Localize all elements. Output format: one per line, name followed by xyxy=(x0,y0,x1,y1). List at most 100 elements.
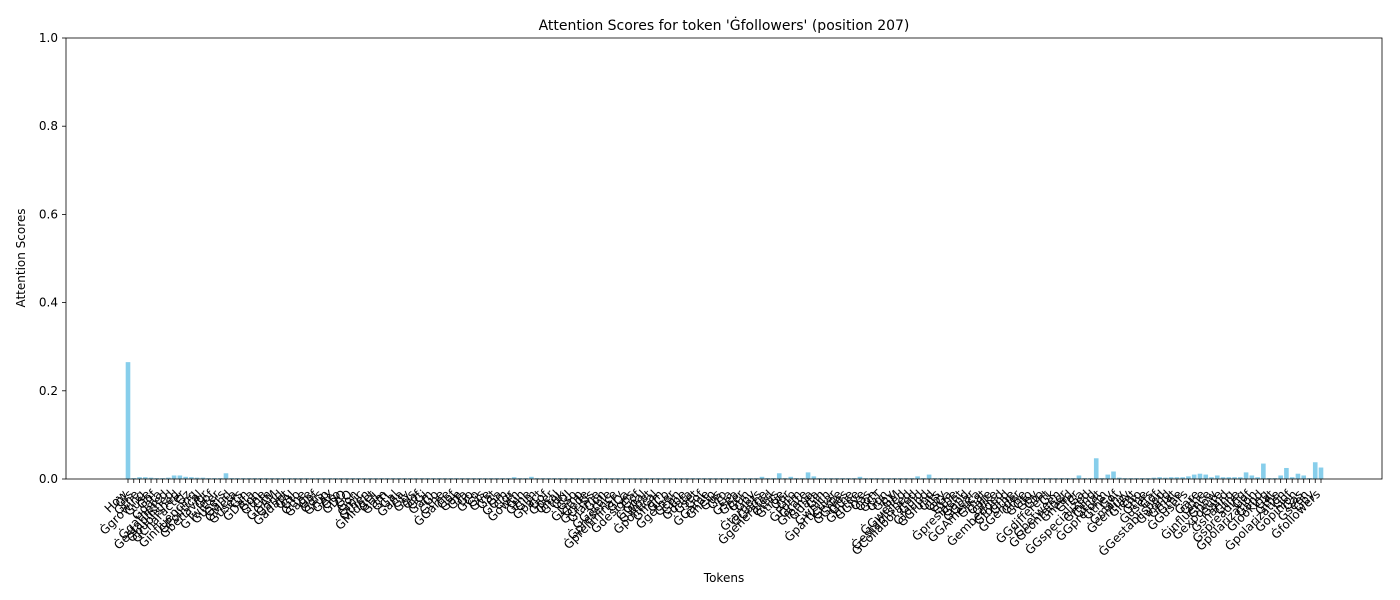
bar xyxy=(1065,478,1070,479)
bar xyxy=(563,478,569,479)
bar xyxy=(828,478,834,479)
bar xyxy=(137,477,142,479)
bar xyxy=(1082,478,1088,479)
bar xyxy=(1099,478,1105,479)
bar xyxy=(1186,476,1191,479)
bar xyxy=(857,476,863,479)
bar xyxy=(546,478,552,479)
bar xyxy=(142,477,148,479)
bar xyxy=(1122,478,1128,479)
bar xyxy=(269,478,275,479)
bar xyxy=(264,478,269,479)
bar xyxy=(725,478,730,479)
y-tick-label: 0.8 xyxy=(39,119,58,133)
bar xyxy=(938,478,943,479)
bar xyxy=(615,478,621,479)
bar xyxy=(782,478,788,479)
bar xyxy=(863,478,869,479)
bar xyxy=(730,478,736,479)
bar xyxy=(540,478,546,479)
bar xyxy=(471,478,477,479)
bar xyxy=(229,478,235,479)
bar xyxy=(702,478,707,479)
bar xyxy=(379,478,384,479)
bar xyxy=(298,478,304,479)
bar xyxy=(1019,478,1024,479)
bar xyxy=(1255,477,1260,479)
bar xyxy=(310,478,315,479)
bar xyxy=(1059,478,1064,479)
bar xyxy=(425,478,430,479)
bar xyxy=(477,478,482,479)
bar xyxy=(483,478,488,479)
bar xyxy=(1238,477,1243,479)
bar xyxy=(794,478,799,479)
bar xyxy=(1180,477,1185,479)
bar xyxy=(1278,475,1283,479)
bar xyxy=(1047,478,1053,479)
bar xyxy=(442,478,448,479)
bar xyxy=(1243,472,1249,479)
bar xyxy=(235,478,240,479)
bar xyxy=(506,478,511,479)
bar xyxy=(1168,477,1174,479)
bar xyxy=(338,478,344,479)
bar xyxy=(805,472,811,479)
bar xyxy=(1134,478,1139,479)
bar xyxy=(125,362,131,479)
bar xyxy=(1116,477,1122,479)
bar xyxy=(402,478,407,479)
bar xyxy=(448,478,454,479)
bar xyxy=(892,478,897,479)
bar xyxy=(678,478,684,479)
bar xyxy=(344,478,350,479)
bar xyxy=(1214,475,1220,479)
bar xyxy=(707,478,713,479)
bar xyxy=(1145,478,1151,479)
bar xyxy=(252,478,258,479)
bar xyxy=(217,478,223,479)
bar xyxy=(644,478,650,479)
bar xyxy=(1312,462,1318,479)
bar xyxy=(557,478,563,479)
bar xyxy=(177,475,183,479)
bar xyxy=(984,478,990,479)
bar xyxy=(621,478,626,479)
plot-frame xyxy=(65,37,1383,480)
bar xyxy=(1128,478,1134,479)
bar xyxy=(367,478,373,479)
bar xyxy=(408,478,413,479)
bar xyxy=(1307,478,1312,479)
bar xyxy=(436,478,442,479)
y-tick-label: 0.0 xyxy=(39,472,58,486)
bar xyxy=(454,478,459,479)
bar xyxy=(1226,477,1232,479)
bar xyxy=(961,478,966,479)
bar xyxy=(1209,477,1214,479)
bar xyxy=(333,478,338,479)
bar xyxy=(212,478,217,479)
bar xyxy=(609,478,615,479)
bar xyxy=(1272,478,1278,479)
bar xyxy=(598,478,603,479)
bar xyxy=(823,478,828,479)
bar xyxy=(955,478,961,479)
bar xyxy=(1140,478,1145,479)
bar xyxy=(742,478,747,479)
bar xyxy=(292,478,298,479)
bar xyxy=(580,478,586,479)
bar xyxy=(1249,475,1255,479)
bar xyxy=(655,478,661,479)
bar xyxy=(431,478,436,479)
bar xyxy=(281,478,286,479)
bar xyxy=(851,478,857,479)
bar xyxy=(713,478,719,479)
y-tick-label: 1.0 xyxy=(39,31,58,45)
bar xyxy=(321,478,327,479)
bar xyxy=(160,478,165,479)
bar xyxy=(1042,478,1047,479)
bar xyxy=(932,478,938,479)
bar xyxy=(275,478,281,479)
bar xyxy=(736,478,742,479)
